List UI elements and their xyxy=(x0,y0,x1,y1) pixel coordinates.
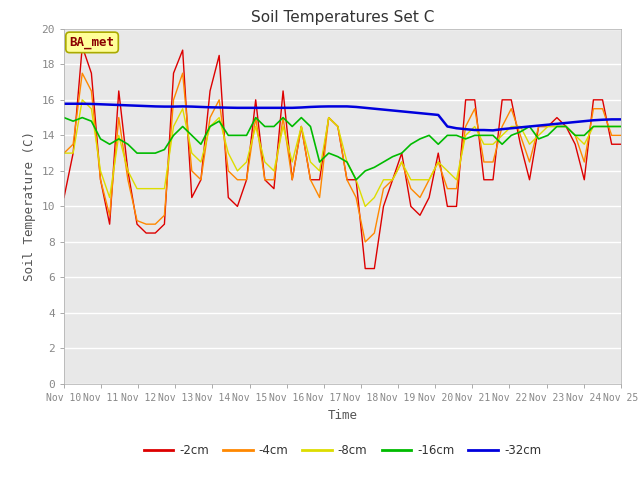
Y-axis label: Soil Temperature (C): Soil Temperature (C) xyxy=(23,132,36,281)
X-axis label: Time: Time xyxy=(328,408,357,421)
Text: BA_met: BA_met xyxy=(70,36,115,49)
Legend: -2cm, -4cm, -8cm, -16cm, -32cm: -2cm, -4cm, -8cm, -16cm, -32cm xyxy=(139,440,546,462)
Title: Soil Temperatures Set C: Soil Temperatures Set C xyxy=(251,10,434,25)
